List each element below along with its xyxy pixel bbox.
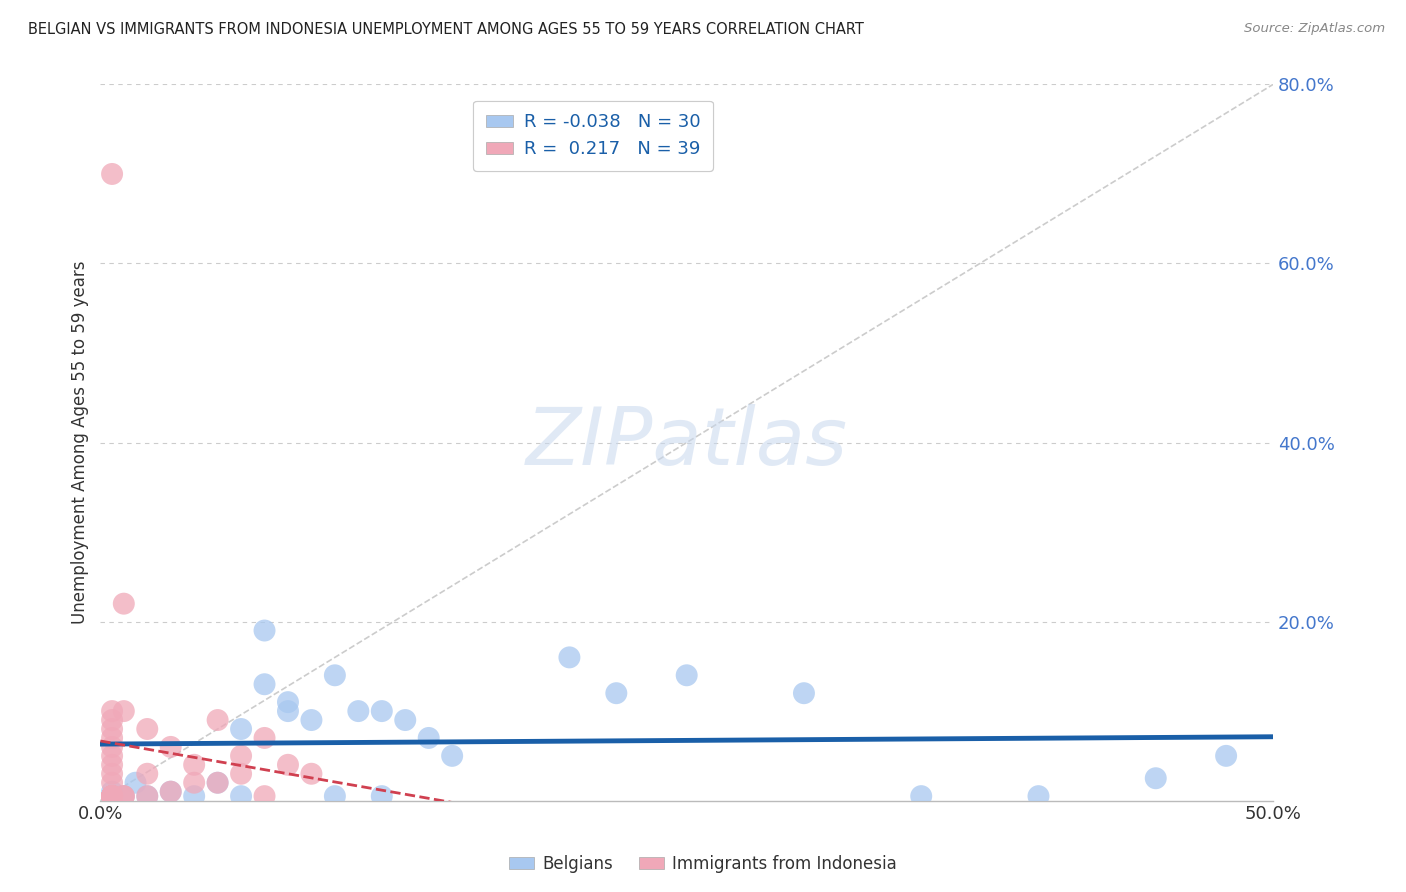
Point — [136, 789, 159, 804]
Point — [253, 677, 276, 691]
Point — [159, 785, 181, 799]
Point — [101, 789, 124, 804]
Point — [605, 686, 627, 700]
Point — [229, 789, 252, 804]
Point — [101, 785, 124, 799]
Point — [101, 739, 124, 754]
Point — [136, 766, 159, 780]
Legend: Belgians, Immigrants from Indonesia: Belgians, Immigrants from Indonesia — [503, 848, 903, 880]
Point — [253, 624, 276, 638]
Point — [323, 668, 346, 682]
Point — [1028, 789, 1050, 804]
Point — [101, 789, 124, 804]
Point — [112, 789, 135, 804]
Point — [112, 789, 135, 804]
Point — [277, 757, 299, 772]
Point — [371, 789, 394, 804]
Point — [207, 713, 229, 727]
Point — [1215, 748, 1237, 763]
Point — [229, 766, 252, 780]
Point — [101, 775, 124, 789]
Text: BELGIAN VS IMMIGRANTS FROM INDONESIA UNEMPLOYMENT AMONG AGES 55 TO 59 YEARS CORR: BELGIAN VS IMMIGRANTS FROM INDONESIA UNE… — [28, 22, 865, 37]
Point — [101, 789, 124, 804]
Point — [159, 785, 181, 799]
Point — [207, 775, 229, 789]
Point — [112, 597, 135, 611]
Text: ZIPatlas: ZIPatlas — [526, 403, 848, 482]
Point — [183, 757, 205, 772]
Point — [558, 650, 581, 665]
Point — [136, 789, 159, 804]
Point — [301, 766, 323, 780]
Point — [229, 748, 252, 763]
Point — [371, 704, 394, 718]
Point — [112, 789, 135, 804]
Point — [101, 789, 124, 804]
Point — [101, 713, 124, 727]
Y-axis label: Unemployment Among Ages 55 to 59 years: Unemployment Among Ages 55 to 59 years — [72, 260, 89, 624]
Point — [101, 789, 124, 804]
Point — [101, 167, 124, 181]
Point — [101, 704, 124, 718]
Point — [101, 789, 124, 804]
Point — [101, 722, 124, 736]
Point — [101, 789, 124, 804]
Point — [207, 775, 229, 789]
Point — [277, 695, 299, 709]
Point — [101, 757, 124, 772]
Point — [101, 789, 124, 804]
Point — [910, 789, 932, 804]
Point — [301, 713, 323, 727]
Point — [253, 731, 276, 745]
Point — [323, 789, 346, 804]
Text: Source: ZipAtlas.com: Source: ZipAtlas.com — [1244, 22, 1385, 36]
Point — [253, 789, 276, 804]
Legend: R = -0.038   N = 30, R =  0.217   N = 39: R = -0.038 N = 30, R = 0.217 N = 39 — [472, 101, 713, 171]
Point — [183, 789, 205, 804]
Point — [101, 731, 124, 745]
Point — [394, 713, 416, 727]
Point — [112, 704, 135, 718]
Point — [675, 668, 697, 682]
Point — [159, 739, 181, 754]
Point — [101, 789, 124, 804]
Point — [136, 722, 159, 736]
Point — [418, 731, 440, 745]
Point — [347, 704, 370, 718]
Point — [441, 748, 464, 763]
Point — [101, 748, 124, 763]
Point — [277, 704, 299, 718]
Point — [101, 766, 124, 780]
Point — [793, 686, 815, 700]
Point — [124, 775, 146, 789]
Point — [1144, 771, 1167, 785]
Point — [101, 789, 124, 804]
Point — [183, 775, 205, 789]
Point — [229, 722, 252, 736]
